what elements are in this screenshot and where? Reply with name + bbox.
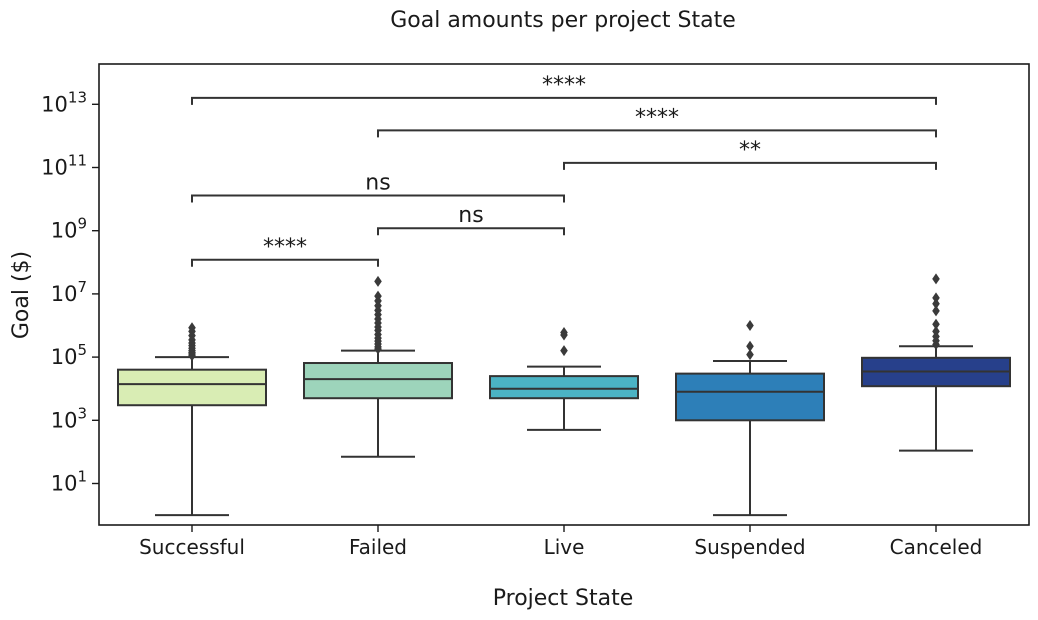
outlier-point — [932, 325, 940, 337]
significance-bracket: ns — [377, 203, 565, 236]
box-group — [303, 275, 453, 458]
outlier-point — [932, 292, 940, 304]
outlier-point — [374, 275, 382, 287]
significance-bracket: ns — [191, 170, 565, 203]
outlier-point — [932, 318, 940, 330]
box-group — [861, 273, 1011, 452]
bracket-line — [191, 194, 565, 203]
bracket-line — [377, 227, 565, 236]
significance-label: **** — [263, 235, 307, 260]
significance-label: **** — [542, 73, 586, 98]
outlier-point — [932, 298, 940, 310]
outlier-point — [746, 320, 754, 331]
significance-label: ns — [458, 203, 483, 228]
bracket-line — [563, 161, 937, 170]
y-tick-label: 107 — [51, 278, 87, 306]
significance-bracket: ** — [563, 138, 937, 170]
outlier-point — [188, 322, 196, 334]
significance-label: ns — [365, 170, 390, 195]
y-axis-label: Goal ($) — [9, 251, 34, 339]
outlier-point — [746, 340, 754, 352]
y-tick-label: 109 — [51, 215, 87, 243]
significance-bracket: **** — [191, 73, 937, 105]
significance-bracket: **** — [377, 105, 937, 138]
plot-frame — [98, 63, 1030, 526]
outlier-point — [374, 290, 382, 302]
x-tick-label: Canceled — [890, 535, 983, 559]
bracket-line — [377, 129, 937, 138]
y-tick-label: 103 — [51, 404, 87, 432]
box-iqr — [117, 368, 267, 407]
y-tick-label: 1011 — [41, 152, 87, 180]
box-group — [117, 322, 267, 517]
x-tick-label: Failed — [349, 535, 407, 559]
outlier-point — [932, 273, 940, 285]
outlier-point — [560, 345, 568, 357]
y-tick-label: 105 — [51, 341, 87, 369]
significance-bracket: **** — [191, 235, 379, 267]
box-iqr — [675, 372, 825, 422]
x-tick-label: Suspended — [694, 535, 805, 559]
y-tick-label: 101 — [51, 468, 87, 496]
box-iqr — [303, 362, 453, 400]
y-tick-label: 1013 — [41, 88, 87, 116]
significance-label: ** — [739, 138, 761, 163]
box-group — [489, 327, 639, 431]
box-iqr — [489, 375, 639, 400]
outlier-point — [746, 349, 754, 361]
x-tick-label: Live — [544, 535, 585, 559]
bracket-line — [191, 96, 937, 105]
bracket-line — [191, 258, 379, 267]
x-tick-label: Successful — [139, 535, 245, 559]
x-axis-label: Project State — [493, 586, 634, 611]
box-group — [675, 320, 825, 517]
significance-label: **** — [635, 105, 679, 130]
outlier-point — [932, 305, 940, 317]
chart-title: Goal amounts per project State — [390, 8, 736, 33]
plot-area: 101 103 105 107 109 1011 1013 Successful Failed L… — [41, 73, 1011, 559]
outlier-point — [560, 327, 568, 339]
